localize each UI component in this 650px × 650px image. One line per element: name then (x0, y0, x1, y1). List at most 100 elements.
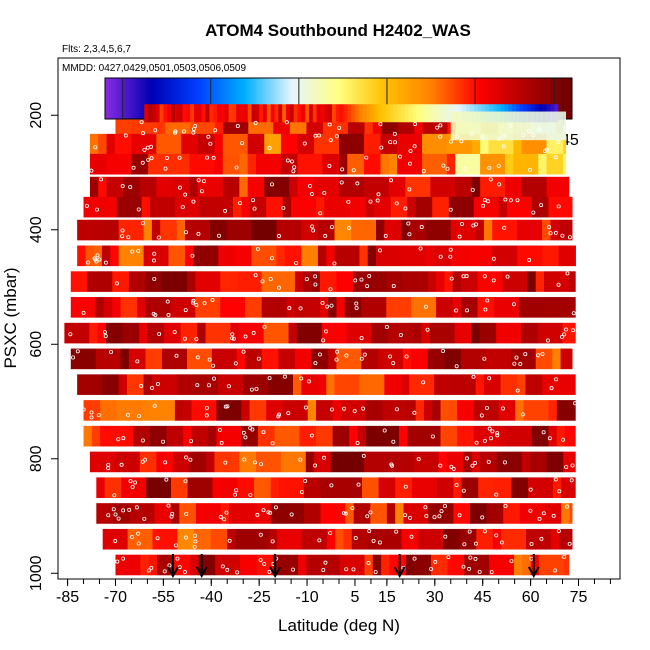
heatmap-cell (214, 153, 224, 175)
sample-marker (412, 556, 417, 561)
heatmap-cell (195, 271, 221, 292)
sample-marker (368, 199, 373, 204)
heatmap-cell (210, 528, 228, 550)
heatmap-cell (172, 451, 190, 473)
heatmap-cell (64, 322, 90, 344)
heatmap-cell (402, 348, 412, 370)
heatmap-cell (436, 297, 454, 318)
heatmap-cell (376, 528, 402, 550)
heatmap-cell (280, 133, 298, 155)
sample-marker (152, 403, 157, 408)
heatmap-cell (413, 451, 440, 473)
sample-marker (112, 493, 117, 498)
heatmap-cell (170, 297, 196, 318)
heatmap-cell (498, 400, 516, 421)
sample-marker (407, 187, 412, 192)
sample-marker (150, 385, 155, 390)
sample-marker (334, 357, 339, 362)
heatmap-cell (118, 219, 144, 241)
heatmap-cell (89, 133, 99, 155)
sample-marker (207, 357, 212, 362)
heatmap-cell (517, 245, 543, 267)
heatmap-cell (386, 271, 404, 292)
heatmap-cell (316, 400, 334, 421)
sample-marker (556, 139, 561, 144)
heatmap-cell (550, 374, 576, 395)
heatmap-cell (189, 153, 215, 175)
heatmap-cell (168, 245, 186, 267)
sample-marker (449, 464, 454, 469)
heatmap-cell (266, 104, 272, 123)
sample-marker (93, 257, 98, 262)
heatmap-cell (359, 245, 369, 267)
heatmap-cell (397, 104, 402, 123)
heatmap-cell (538, 554, 565, 576)
heatmap-cell (320, 104, 325, 123)
heatmap-cell (489, 111, 495, 141)
heatmap-cell (214, 451, 232, 473)
heatmap-cell (301, 374, 319, 395)
heatmap-cell (363, 133, 381, 155)
heatmap-cell (126, 374, 144, 395)
heatmap-cell (542, 219, 551, 241)
sample-marker (149, 565, 154, 570)
heatmap-cell (145, 297, 171, 318)
sample-marker (508, 123, 513, 128)
sample-marker (212, 376, 217, 381)
sample-marker (292, 165, 297, 170)
heatmap-cell (270, 503, 288, 524)
heatmap-cell (151, 374, 178, 395)
sample-marker (467, 529, 472, 534)
heatmap-cell (359, 374, 385, 395)
sample-marker (451, 466, 456, 471)
heatmap-cell (83, 196, 109, 218)
arrow-head (393, 566, 406, 579)
heatmap-cell (560, 111, 567, 141)
sample-marker (115, 559, 120, 564)
heatmap-cell (536, 111, 543, 141)
sample-marker (418, 246, 423, 251)
heatmap-cell (409, 374, 435, 395)
heatmap-cell (220, 477, 238, 498)
heatmap-cell (112, 503, 130, 524)
sample-marker (473, 541, 478, 546)
heatmap-cell (228, 104, 233, 123)
heatmap-cell (324, 196, 350, 218)
heatmap-cell (87, 271, 113, 292)
heatmap-cell (245, 297, 263, 318)
heatmap-cell (106, 133, 116, 155)
heatmap-cell (405, 176, 431, 198)
sample-marker (307, 379, 312, 384)
heatmap-cell (523, 400, 549, 421)
heatmap-cell (89, 153, 107, 175)
sample-marker (521, 133, 526, 138)
sample-marker (328, 138, 333, 143)
heatmap-cell (542, 374, 551, 395)
heatmap-cell (377, 104, 383, 123)
heatmap-cell (434, 374, 443, 395)
heatmap-cell (440, 400, 450, 421)
sample-marker (365, 284, 370, 289)
heatmap-cell (181, 133, 199, 155)
sample-marker (103, 330, 108, 335)
heatmap-cell (446, 104, 452, 123)
sample-marker (329, 225, 334, 230)
sample-marker (487, 426, 492, 431)
sample-marker (367, 529, 372, 534)
heatmap-cell (152, 528, 178, 550)
heatmap-cell (143, 245, 169, 267)
sample-marker (156, 235, 161, 240)
heatmap-cell (106, 176, 124, 198)
heatmap-cell (397, 133, 423, 155)
sample-marker (182, 570, 187, 575)
heatmap-cell (303, 271, 312, 292)
heatmap-cell (388, 451, 415, 473)
heatmap-cell (154, 503, 172, 524)
sample-marker (81, 310, 86, 315)
sample-marker (182, 336, 187, 341)
heatmap-cell (563, 153, 567, 175)
heatmap-cell (494, 477, 512, 498)
sample-marker (119, 462, 124, 467)
sample-marker (515, 388, 520, 393)
sample-marker (461, 488, 466, 493)
